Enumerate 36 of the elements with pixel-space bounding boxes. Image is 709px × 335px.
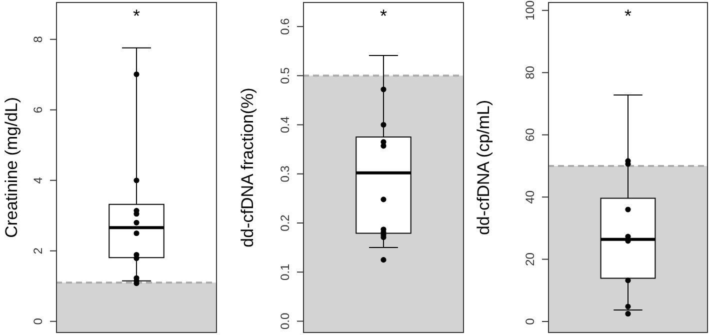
- y-axis-title: dd-cfDNA (cp/mL): [474, 100, 494, 236]
- y-tick-label: 60: [523, 128, 537, 142]
- y-tick-label: 0.6: [278, 18, 292, 35]
- y-tick-label: 4: [31, 176, 45, 184]
- y-tick-label: 0.2: [278, 214, 292, 232]
- y-tick-label: 0.1: [278, 263, 292, 280]
- point: [380, 196, 386, 202]
- y-tick-label: 80: [523, 66, 537, 80]
- point: [625, 206, 631, 212]
- y-tick-label: 0.5: [278, 67, 292, 84]
- y-tick-label: 6: [31, 106, 45, 114]
- y-tick-label: 20: [523, 252, 537, 266]
- point: [134, 71, 140, 78]
- y-tick-label: 0.0: [278, 312, 292, 330]
- y-tick-label: 2: [31, 247, 45, 254]
- y-tick-label: 40: [523, 190, 537, 204]
- y-tick-label: 0.3: [278, 165, 292, 182]
- point: [625, 278, 631, 284]
- y-axis-title: dd-cfDNA fraction(%): [238, 88, 258, 248]
- annotation: *: [623, 6, 632, 27]
- point: [380, 122, 386, 128]
- y-tick-label: 8: [31, 36, 45, 43]
- point: [134, 230, 140, 236]
- y-tick-label: 0: [31, 318, 45, 325]
- point: [134, 178, 140, 184]
- y-tick-label: 0.4: [278, 116, 292, 134]
- y-tick-label: 100: [523, 0, 537, 20]
- point: [625, 304, 631, 310]
- point: [134, 220, 140, 226]
- point: [380, 257, 386, 263]
- annotation: *: [378, 6, 388, 27]
- y-axis-title: Creatinine (mg/dL): [2, 97, 22, 238]
- point: [625, 310, 631, 317]
- point: [380, 86, 386, 92]
- annotation: *: [132, 6, 141, 27]
- y-tick-label: 0: [523, 318, 537, 325]
